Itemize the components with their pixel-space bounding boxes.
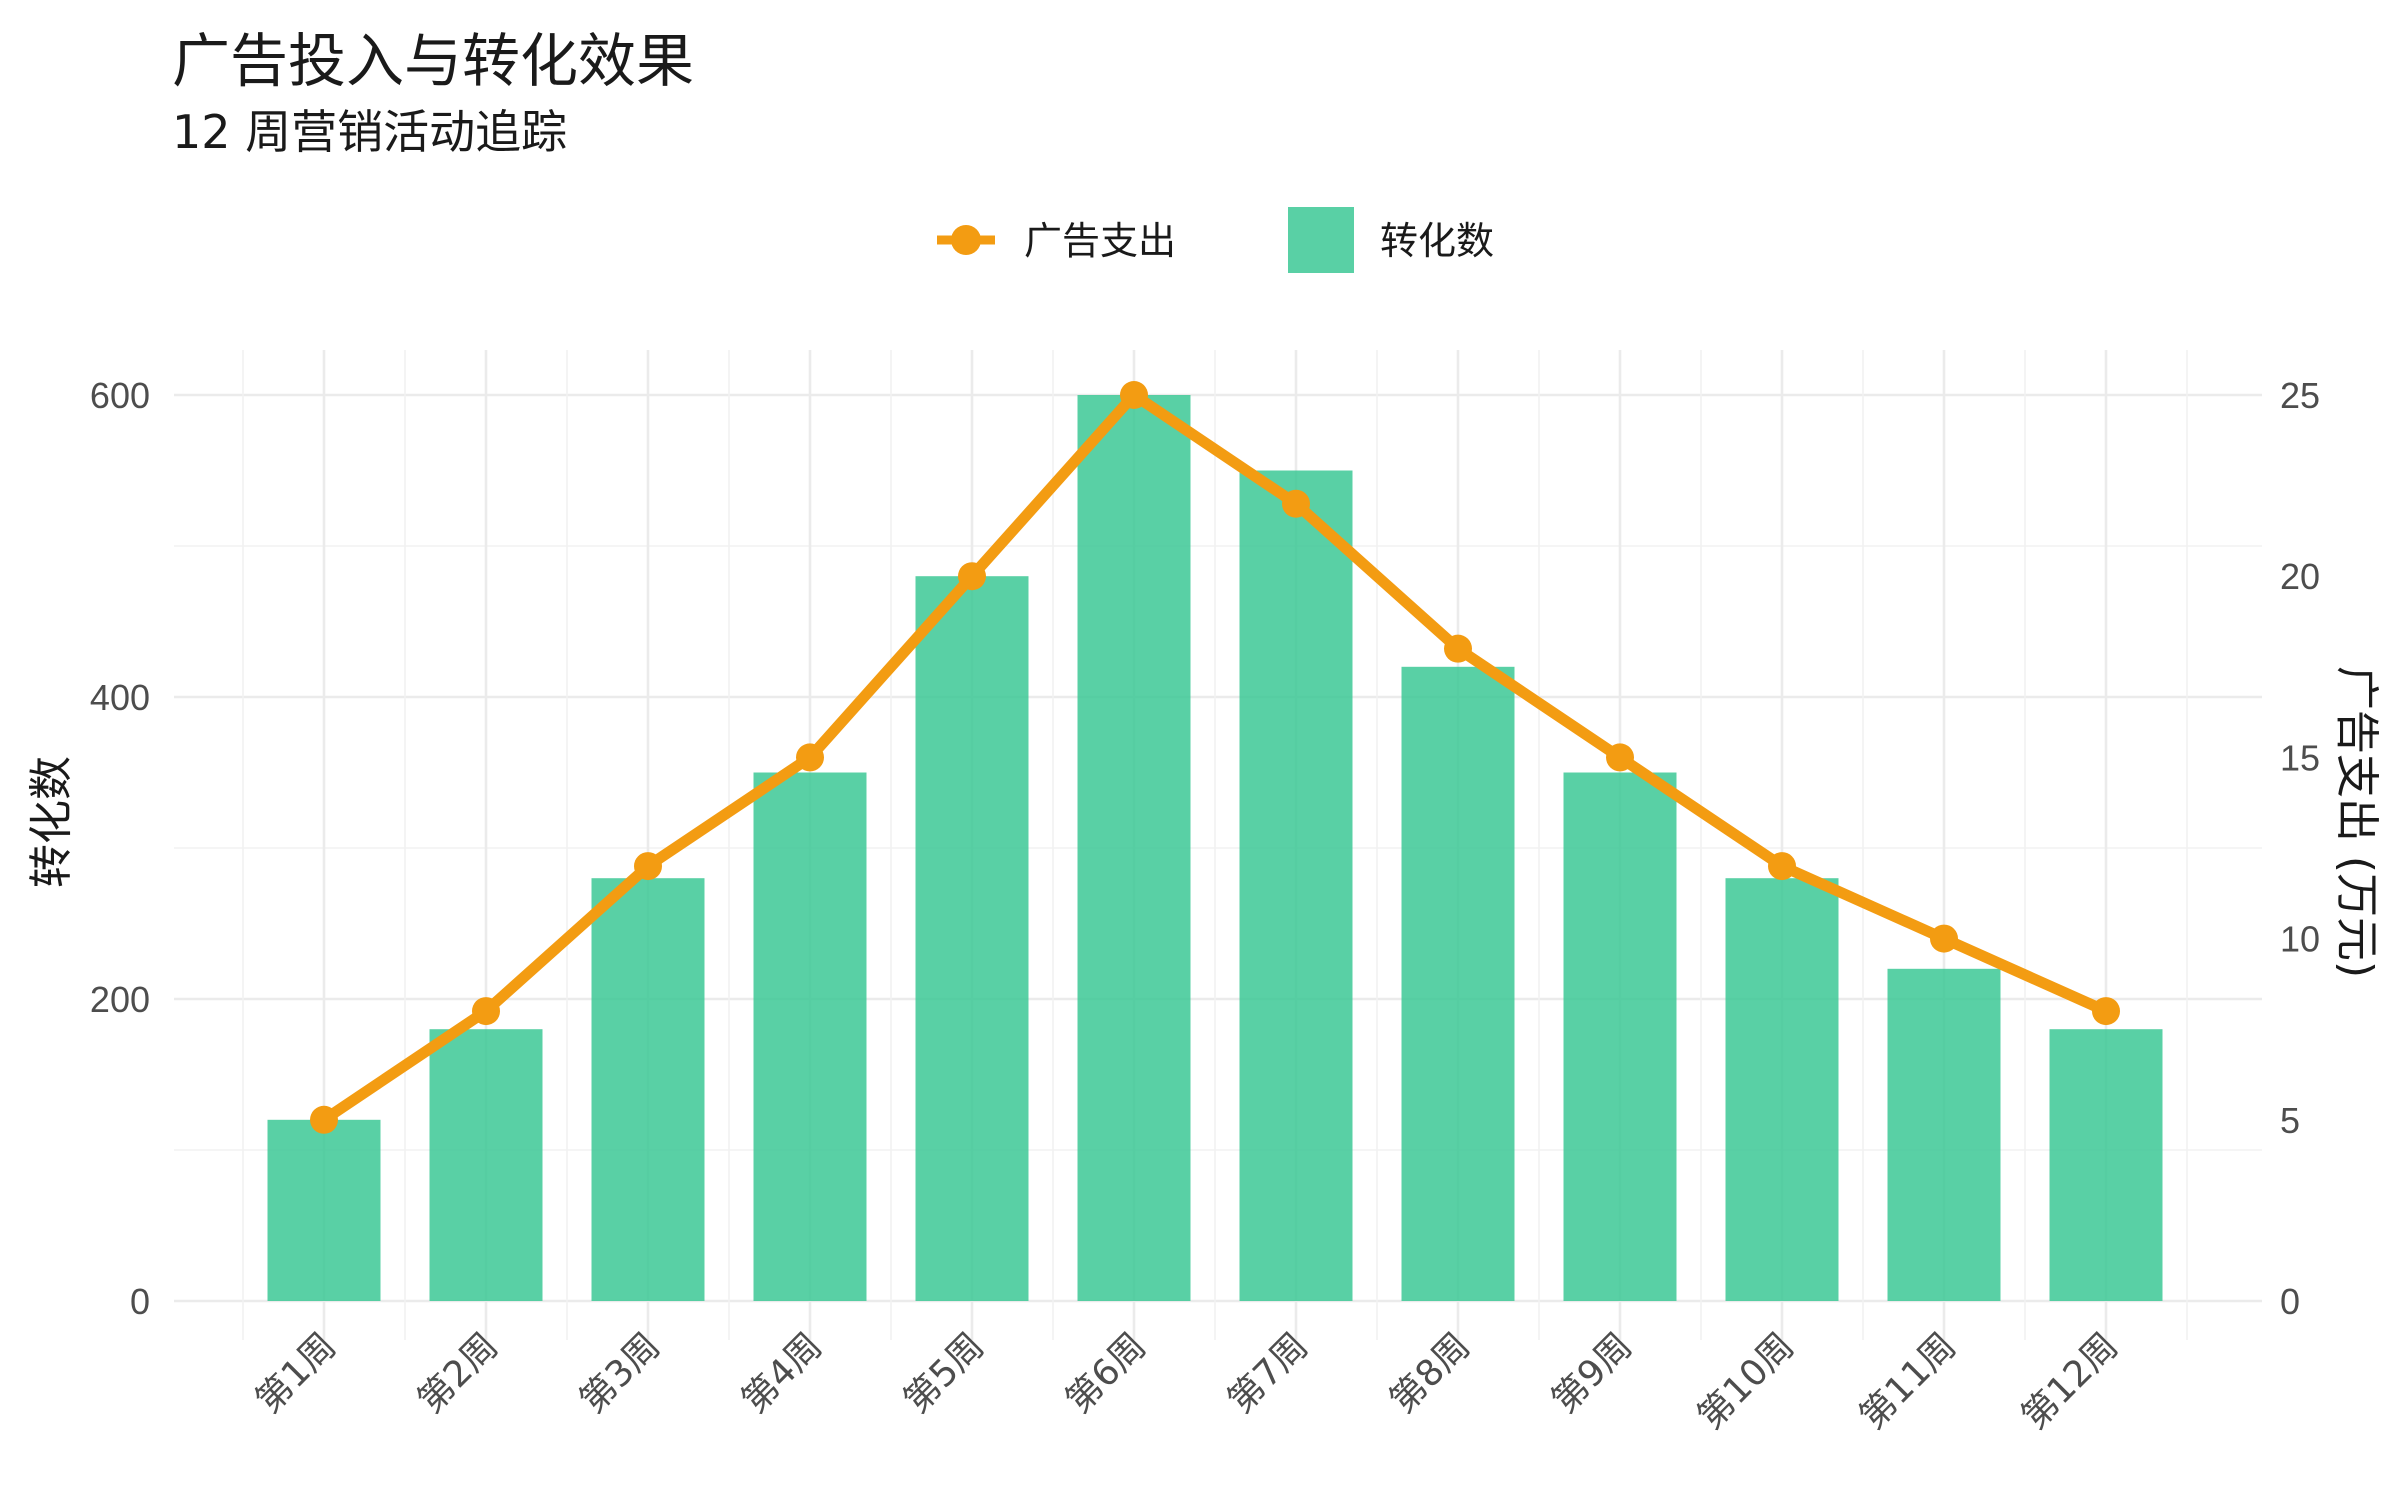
spend-point-7 bbox=[1282, 489, 1310, 518]
y-left-tick-label: 400 bbox=[90, 677, 150, 718]
bar-2 bbox=[429, 1029, 543, 1301]
legend: 广告支出 转化数 bbox=[937, 207, 1494, 273]
spend-point-8 bbox=[1444, 634, 1472, 663]
bar-3 bbox=[591, 878, 705, 1301]
bar-1 bbox=[267, 1119, 381, 1301]
bar-12 bbox=[2049, 1029, 2163, 1301]
bar-11 bbox=[1887, 968, 2001, 1301]
spend-point-6 bbox=[1120, 381, 1148, 409]
x-tick-label: 第8周 bbox=[1382, 1325, 1478, 1421]
y-right-tick-label: 5 bbox=[2280, 1100, 2300, 1141]
spend-point-12 bbox=[2092, 997, 2120, 1026]
spend-line bbox=[318, 389, 2112, 1126]
y-right-tick-label: 20 bbox=[2280, 556, 2320, 597]
x-tick-label: 第7周 bbox=[1220, 1325, 1316, 1421]
bar-4 bbox=[753, 772, 867, 1301]
y-axis-left-title: 转化数 bbox=[26, 756, 77, 888]
chart-subtitle: 12 周营销活动追踪 bbox=[172, 105, 568, 159]
chart-title: 广告投入与转化效果 bbox=[172, 27, 695, 95]
x-tick-label: 第4周 bbox=[734, 1325, 830, 1421]
spend-point-2 bbox=[472, 997, 500, 1026]
line-layer bbox=[310, 381, 2120, 1134]
y-left-tick-label: 200 bbox=[90, 979, 150, 1020]
x-tick-label: 第2周 bbox=[410, 1325, 506, 1421]
bar-10 bbox=[1725, 878, 1839, 1301]
spend-point-11 bbox=[1930, 924, 1958, 953]
spend-point-4 bbox=[796, 743, 824, 772]
spend-point-9 bbox=[1606, 743, 1634, 772]
bar-8 bbox=[1401, 666, 1515, 1301]
y-right-tick-label: 10 bbox=[2280, 919, 2320, 960]
legend-label-spend: 广告支出 bbox=[1024, 219, 1176, 263]
x-tick-label: 第9周 bbox=[1544, 1325, 1640, 1421]
legend-line-marker bbox=[951, 225, 981, 255]
y-axis-right-title: 广告支出 (万元) bbox=[2331, 666, 2382, 978]
spend-point-10 bbox=[1768, 852, 1796, 881]
bars-layer bbox=[267, 395, 2163, 1301]
x-tick-label: 第11周 bbox=[1852, 1325, 1964, 1437]
x-tick-label: 第6周 bbox=[1058, 1325, 1154, 1421]
spend-point-1 bbox=[310, 1105, 338, 1134]
bar-9 bbox=[1563, 772, 1677, 1301]
x-tick-label: 第1周 bbox=[248, 1325, 344, 1421]
bar-6 bbox=[1077, 395, 1191, 1301]
x-tick-label: 第12周 bbox=[2014, 1325, 2126, 1437]
x-tick-label: 第10周 bbox=[1690, 1325, 1802, 1437]
legend-bar-swatch bbox=[1288, 207, 1354, 273]
legend-label-conversions: 转化数 bbox=[1380, 219, 1494, 263]
y-right-tick-label: 0 bbox=[2280, 1281, 2300, 1322]
bar-5 bbox=[915, 576, 1029, 1301]
y-left-tick-label: 600 bbox=[90, 375, 150, 416]
x-tick-label: 第5周 bbox=[896, 1325, 992, 1421]
bar-7 bbox=[1239, 470, 1353, 1301]
x-tick-label: 第3周 bbox=[572, 1325, 668, 1421]
y-right-tick-label: 15 bbox=[2280, 737, 2320, 778]
y-right-tick-label: 25 bbox=[2280, 375, 2320, 416]
spend-point-3 bbox=[634, 852, 662, 881]
y-left-tick-label: 0 bbox=[130, 1281, 150, 1322]
spend-point-5 bbox=[958, 562, 986, 591]
